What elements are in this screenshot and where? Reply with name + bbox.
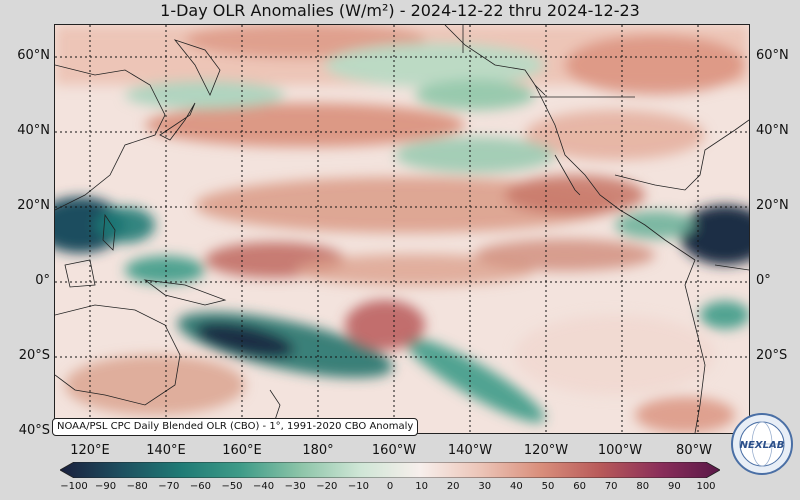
coastline-philippines xyxy=(102,213,116,251)
lat-label-left-20N: 20°N xyxy=(17,198,50,213)
lon-label-140E: 140°E xyxy=(146,443,186,458)
anomaly-patch xyxy=(405,337,545,423)
colorbar-tick-label: 50 xyxy=(541,481,555,492)
lat-label-left-equator: 0° xyxy=(35,273,50,288)
logo-text: NEXLAB xyxy=(740,440,785,451)
colorbar-tick-label: −90 xyxy=(95,481,117,492)
colorbar-tick-label: 90 xyxy=(668,481,681,492)
lon-label-120W: 120°W xyxy=(523,443,569,458)
anomaly-patch xyxy=(395,137,555,173)
lon-label-160E: 160°E xyxy=(222,443,262,458)
lon-label-180: 180° xyxy=(302,443,334,458)
olr-anomaly-map xyxy=(54,24,750,434)
anomaly-patch xyxy=(525,110,705,160)
lat-label-right-40N: 40°N xyxy=(756,123,789,138)
colorbar-tick-label: −40 xyxy=(253,481,275,492)
colorbar-tick-label: 0 xyxy=(386,481,394,492)
lon-label-100W: 100°W xyxy=(597,443,643,458)
coastline-newguinea xyxy=(143,279,227,306)
anomaly-patch xyxy=(295,254,535,286)
lat-label-left-60N: 60°N xyxy=(17,48,50,63)
lat-label-left-40S: 40°S xyxy=(18,423,50,438)
anomaly-patch xyxy=(325,43,545,87)
lat-label-left-40N: 40°N xyxy=(17,123,50,138)
coastline-alaska xyxy=(444,25,546,96)
lon-label-160W: 160°W xyxy=(371,443,417,458)
colorbar-tick-label: −20 xyxy=(316,481,338,492)
colorbar-tick-label: 80 xyxy=(636,481,650,492)
lat-label-right-60N: 60°N xyxy=(756,48,789,63)
colorbar-tick-label: −30 xyxy=(284,481,306,492)
colorbar-tick-label: 100 xyxy=(696,481,716,492)
colorbar-tick-label: 30 xyxy=(478,481,492,492)
data-credit-label: NOAA/PSL CPC Daily Blended OLR (CBO) - 1… xyxy=(52,418,419,436)
anomaly-patch xyxy=(145,103,465,147)
anomaly-patch xyxy=(125,256,205,284)
anomaly-patch xyxy=(475,239,655,271)
coastline-baja xyxy=(554,154,581,196)
colorbar-tick-label: 70 xyxy=(604,481,618,492)
anomaly-patch xyxy=(680,205,749,265)
lat-label-right-20S: 20°S xyxy=(756,348,788,363)
colorbar-tick-label: −70 xyxy=(158,481,180,492)
colorbar-tick-label: −80 xyxy=(126,481,148,492)
coastline-south-america xyxy=(684,259,706,433)
anomaly-patch xyxy=(635,397,735,433)
graticule xyxy=(55,25,749,433)
anomaly-patch xyxy=(505,175,645,215)
coastline-australia xyxy=(55,304,181,406)
anomaly-patch xyxy=(415,80,535,110)
coastlines xyxy=(55,25,749,433)
anomaly-patch xyxy=(565,35,745,95)
colorbar-tick-label: 20 xyxy=(446,481,460,492)
colorbar-tick-label: −50 xyxy=(221,481,243,492)
colorbar-tick-label: −100 xyxy=(60,481,88,492)
colorbar-bar xyxy=(59,461,721,479)
coastline-gulf xyxy=(614,119,749,191)
coastline-asia xyxy=(55,64,166,211)
map-title: 1-Day OLR Anomalies (W/m²) - 2024-12-22 … xyxy=(160,1,640,20)
coastline-north-america xyxy=(534,84,696,261)
anomaly-patch xyxy=(65,355,245,415)
anomaly-patch xyxy=(700,301,749,329)
coastline-kamchatka xyxy=(173,39,221,96)
coastline-borneo xyxy=(64,259,96,288)
colorbar-tick-label: 40 xyxy=(510,481,523,492)
anomaly-patch xyxy=(95,207,155,243)
lat-label-right-20N: 20°N xyxy=(756,198,789,213)
lat-label-left-20S: 20°S xyxy=(18,348,50,363)
colorbar-tick-label: −10 xyxy=(347,481,369,492)
lon-label-120E: 120°E xyxy=(70,443,110,458)
lon-label-80W: 80°W xyxy=(676,443,712,458)
anomaly-patch xyxy=(615,211,695,239)
anomaly-patch xyxy=(125,81,285,109)
lon-label-140W: 140°W xyxy=(447,443,493,458)
coastline-south-america-east xyxy=(714,264,749,271)
lat-label-right-equator: 0° xyxy=(756,273,771,288)
anomaly-patch xyxy=(515,315,715,395)
colorbar xyxy=(59,461,721,479)
colorbar-tick-label: 10 xyxy=(415,481,428,492)
coastline-japan xyxy=(159,102,196,141)
colorbar-tick-label: 60 xyxy=(573,481,586,492)
colorbar-tick-label: −60 xyxy=(189,481,211,492)
nexlab-logo[interactable]: NEXLAB xyxy=(730,412,794,476)
anomaly-patch xyxy=(345,300,425,350)
anomaly-patch xyxy=(196,322,294,358)
